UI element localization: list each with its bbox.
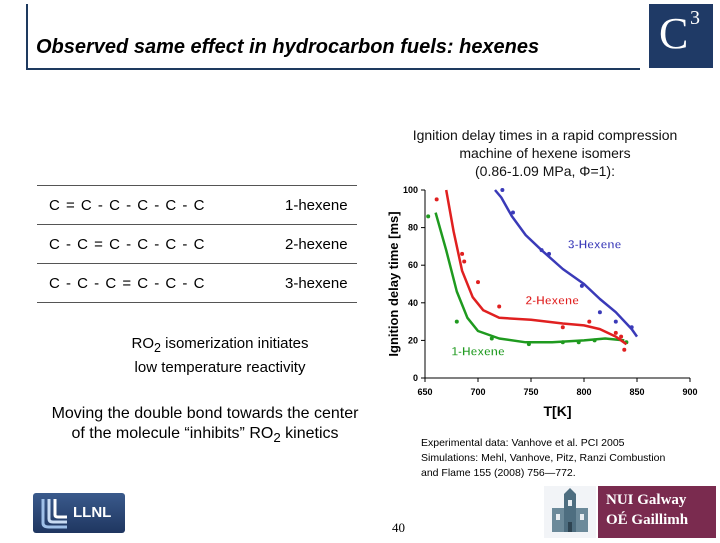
conclusion-text-post: kinetics: [280, 425, 339, 442]
data-point: [500, 188, 505, 192]
nui-galway-logo: NUI Galway OÉ Gaillimh: [544, 486, 716, 538]
conclusion-text: of the molecule “inhibits” RO: [71, 425, 274, 442]
data-point: [597, 310, 602, 315]
x-tick-label: 900: [682, 387, 697, 397]
data-point: [454, 319, 459, 324]
x-tick-label: 800: [576, 387, 591, 397]
data-point: [587, 319, 592, 324]
series-label: 2-Hexene: [526, 294, 580, 308]
y-tick-label: 0: [413, 373, 418, 383]
data-point: [526, 342, 531, 347]
isomer-row: C - C = C - C - C - C 2-hexene: [37, 225, 357, 264]
y-tick-label: 80: [408, 223, 418, 233]
slide-title: Observed same effect in hydrocarbon fuel…: [36, 36, 540, 58]
data-point: [489, 336, 494, 341]
conclusion-subscript: 2: [273, 430, 281, 446]
chart-caption: Ignition delay times in a rapid compress…: [380, 126, 710, 180]
isomer-table: C = C - C - C - C - C 1-hexene C - C = C…: [37, 185, 357, 303]
x-tick-label: 750: [523, 387, 538, 397]
caption-line-1: Ignition delay times in a rapid compress…: [412, 127, 678, 143]
y-tick-label: 40: [408, 298, 418, 308]
data-point: [613, 319, 618, 324]
data-point: [579, 283, 584, 288]
ro2-statement: RO2 isomerization initiates low temperat…: [80, 334, 360, 378]
ro2-subscript: 2: [153, 341, 161, 355]
ro2-line-2: low temperature reactivity: [134, 359, 306, 376]
ro2-text: RO: [131, 335, 154, 352]
c3-logo-letter: C: [659, 9, 689, 58]
series-label: 1-Hexene: [451, 344, 505, 358]
conclusion-statement: Moving the double bond towards the cente…: [20, 404, 390, 448]
llnl-logo: LLNL: [33, 493, 125, 533]
isomer-name: 2-hexene: [285, 235, 348, 253]
conclusion-line-2: of the molecule “inhibits” RO2 kinetics: [20, 424, 390, 448]
y-tick-label: 100: [403, 185, 418, 195]
series-curve: [434, 212, 625, 344]
data-point: [497, 304, 502, 309]
data-point: [426, 214, 431, 219]
data-point: [592, 338, 597, 343]
isomer-name: 1-hexene: [285, 196, 348, 214]
llnl-mark-icon: [41, 499, 67, 529]
data-point: [629, 325, 634, 330]
reference-line-3: and Flame 155 (2008) 756—772.: [421, 467, 576, 479]
title-frame: [26, 4, 640, 70]
x-tick-label: 650: [417, 387, 432, 397]
references: Experimental data: Vanhove et al. PCI 20…: [421, 436, 711, 481]
caption-line-2: machine of hexene isomers: [459, 145, 631, 161]
llnl-logo-text: LLNL: [73, 504, 112, 521]
caption-line-3: (0.86-1.09 MPa, Φ=1):: [475, 163, 615, 179]
data-point: [510, 210, 515, 215]
data-point: [622, 347, 627, 352]
data-point: [613, 330, 618, 335]
series-curve: [444, 189, 628, 346]
nui-galway-wordmark: NUI Galway OÉ Gaillimh: [598, 486, 716, 538]
ro2-text-post: isomerization initiates: [160, 335, 309, 352]
x-axis-label: T[K]: [544, 403, 572, 419]
y-tick-label: 20: [408, 335, 418, 345]
data-point: [539, 248, 544, 253]
ignition-delay-chart: 0 20 40 60 80 100 650 700 750 800 850 900 T[K] Igniti…: [386, 185, 698, 419]
isomer-formula: C - C = C - C - C - C: [49, 235, 206, 253]
data-point: [460, 251, 465, 256]
isomer-formula: C - C - C = C - C - C: [49, 274, 206, 292]
ro2-line-1: RO2 isomerization initiates: [80, 334, 360, 358]
isomer-formula: C = C - C - C - C - C: [49, 196, 206, 214]
data-point: [547, 251, 552, 256]
c3-logo: C 3: [649, 4, 713, 68]
series-label: 3-Hexene: [568, 237, 622, 251]
reference-line-1: Experimental data: Vanhove et al. PCI 20…: [421, 437, 625, 449]
conclusion-line-1: Moving the double bond towards the cente…: [51, 405, 359, 422]
nui-line-1: NUI Galway: [606, 492, 687, 508]
data-point: [619, 334, 624, 339]
data-point: [434, 197, 439, 202]
data-point: [576, 340, 581, 345]
y-axis-label: Ignition delay time [ms]: [386, 211, 401, 356]
x-tick-label: 700: [470, 387, 485, 397]
c3-logo-superscript: 3: [690, 7, 700, 29]
isomer-name: 3-hexene: [285, 274, 348, 292]
data-point: [560, 325, 565, 330]
y-tick-label: 60: [408, 260, 418, 270]
data-point: [560, 340, 565, 345]
isomer-row: C - C - C = C - C - C 3-hexene: [37, 264, 357, 303]
university-building-icon: [544, 486, 596, 538]
page-number: 40: [392, 520, 405, 535]
data-point: [476, 280, 480, 285]
reference-line-2: Simulations: Mehl, Vanhove, Pitz, Ranzi …: [421, 452, 666, 464]
data-point: [462, 259, 467, 264]
nui-line-2: OÉ Gaillimh: [606, 512, 689, 528]
x-tick-label: 850: [629, 387, 644, 397]
isomer-row: C = C - C - C - C - C 1-hexene: [37, 186, 357, 225]
series-curve: [494, 189, 639, 338]
